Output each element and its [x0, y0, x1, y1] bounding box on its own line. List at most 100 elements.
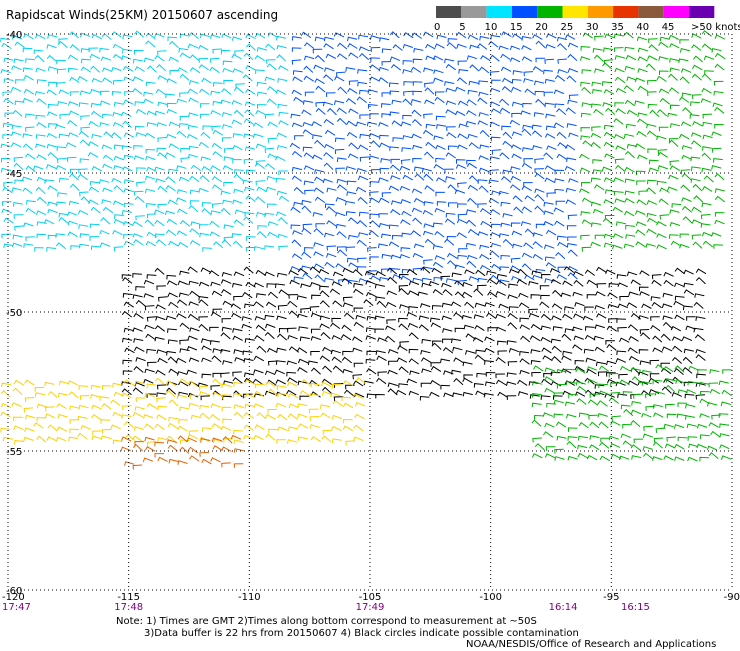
wind-barb	[647, 217, 658, 224]
wind-barb	[572, 291, 583, 297]
wind-barb	[535, 40, 546, 48]
wind-barb	[13, 162, 24, 171]
wind-barb	[421, 168, 432, 173]
legend-swatch	[587, 6, 614, 18]
wind-barb	[246, 43, 256, 51]
wind-barb	[167, 356, 178, 364]
wind-barb	[380, 158, 391, 163]
wind-barb	[331, 414, 343, 420]
wind-barb	[34, 34, 46, 40]
wind-barb	[0, 68, 11, 74]
wind-barb	[687, 456, 698, 462]
wind-barb	[478, 185, 489, 193]
wind-barb	[69, 419, 80, 424]
wind-barb	[277, 103, 288, 109]
wind-barb	[477, 277, 488, 283]
wind-barb	[630, 444, 641, 451]
wind-barb	[413, 48, 424, 53]
wind-barb	[48, 123, 58, 128]
wind-barb	[223, 224, 234, 229]
wind-barb	[519, 317, 530, 323]
wind-barb	[462, 361, 473, 367]
wind-barb	[685, 389, 696, 394]
wind-barb	[568, 427, 578, 432]
wind-barb	[177, 67, 188, 73]
wind-barb	[243, 424, 254, 431]
wind-barb	[91, 33, 102, 40]
wind-barb	[47, 34, 58, 39]
wind-barb	[376, 377, 387, 385]
wind-barb	[345, 440, 355, 446]
wind-barb	[267, 360, 278, 366]
wind-barb	[212, 438, 224, 444]
wind-barb	[358, 278, 369, 283]
wind-barb	[517, 379, 528, 386]
wind-barb	[77, 173, 88, 181]
wind-barb	[234, 169, 244, 174]
wind-barb	[399, 304, 410, 309]
wind-barb	[618, 455, 630, 461]
wind-barb	[444, 218, 456, 225]
wind-barb	[511, 144, 522, 150]
wind-barb	[649, 373, 660, 378]
wind-barb	[220, 425, 232, 431]
wind-barb	[14, 225, 24, 231]
wind-barb	[122, 359, 133, 365]
wind-barb	[221, 318, 232, 323]
wind-barb	[675, 379, 686, 384]
wind-barb	[581, 102, 592, 107]
wind-barb	[302, 129, 313, 136]
wind-barb	[604, 124, 614, 130]
wind-barb	[212, 151, 223, 158]
wind-barb	[406, 311, 417, 317]
wind-barb	[44, 413, 56, 419]
wind-barb	[643, 452, 654, 460]
wind-barb	[579, 188, 590, 194]
wind-barb	[586, 294, 597, 299]
wind-barb	[23, 222, 34, 227]
wind-barb	[145, 155, 156, 161]
time-label: 16:14	[549, 602, 578, 612]
wind-barb	[146, 122, 157, 127]
wind-barb	[622, 391, 633, 396]
wind-barb	[674, 282, 685, 288]
wind-barb	[543, 221, 554, 226]
wind-barb	[302, 121, 313, 127]
wind-barb	[44, 381, 55, 387]
wind-barb	[99, 179, 110, 184]
wind-barb	[502, 212, 513, 218]
wind-barb	[568, 393, 578, 399]
wind-barb	[233, 349, 244, 354]
wind-barb	[77, 415, 88, 421]
wind-barb	[389, 82, 399, 88]
wind-barb	[565, 187, 576, 193]
wind-barb	[34, 247, 44, 252]
wind-barb	[99, 229, 110, 235]
wind-barb	[605, 189, 616, 194]
wind-barb	[315, 107, 326, 115]
wind-barb	[469, 175, 479, 183]
wind-barb	[379, 134, 389, 140]
wind-barb	[347, 42, 358, 49]
wind-barb	[142, 414, 154, 419]
wind-barb	[657, 165, 668, 170]
legend-swatch	[537, 6, 563, 18]
wind-barb	[528, 280, 539, 286]
wind-barb	[488, 40, 499, 48]
wind-barb	[256, 46, 267, 52]
wind-barb	[489, 71, 500, 77]
wind-barb	[146, 203, 156, 208]
wind-barb	[356, 96, 367, 103]
wind-barb	[480, 220, 491, 227]
wind-barb	[255, 324, 266, 332]
wind-barb	[267, 121, 278, 128]
wind-region-black-band	[121, 266, 707, 402]
wind-barb	[612, 206, 623, 213]
legend-label: 45	[662, 22, 675, 33]
wind-barb	[209, 414, 221, 421]
wind-barb	[682, 205, 693, 213]
wind-barb	[319, 285, 329, 291]
wind-barb	[442, 346, 454, 354]
wind-barb	[34, 90, 46, 96]
wind-barb	[221, 394, 232, 399]
